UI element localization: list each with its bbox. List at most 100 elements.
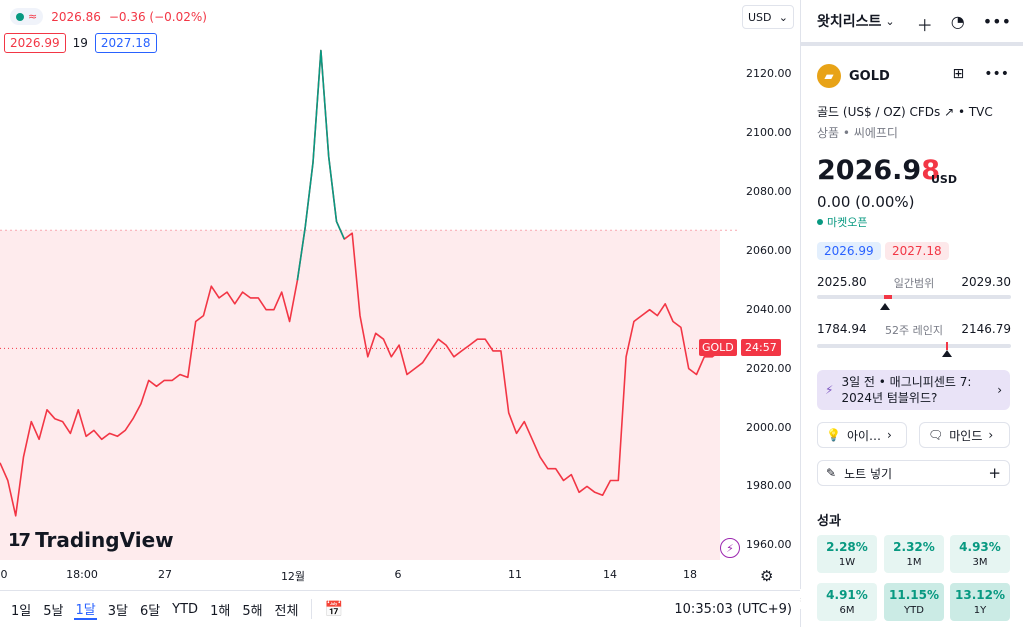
- legend-price: 2026.86: [51, 9, 101, 24]
- watchlist-title[interactable]: 왓치리스트: [817, 14, 882, 30]
- price-chart[interactable]: ≈ 2026.86 −0.36 (−0.02%) 2026.99 19 2027…: [0, 0, 800, 590]
- countdown-tag: 24:57: [741, 339, 781, 356]
- calendar-goto-icon[interactable]: 📅: [324, 600, 344, 618]
- price-tick-label: 2020.00: [746, 361, 792, 375]
- sell-price-button[interactable]: 2026.99: [4, 33, 66, 53]
- performance-value: 4.91%: [826, 588, 868, 602]
- performance-value: 4.93%: [959, 540, 1001, 554]
- last-price: 2026.98: [817, 155, 940, 186]
- price-series-line: [0, 49, 721, 517]
- performance-title: 성과: [817, 514, 841, 529]
- subcategory-text: 씨에프디: [853, 126, 898, 140]
- legend-change: −0.36 (−0.02%): [108, 9, 207, 24]
- week52-range-bar: [817, 342, 1011, 357]
- chevron-down-icon: ⌄: [778, 10, 788, 24]
- pie-chart-icon[interactable]: ◔: [950, 12, 965, 31]
- day-range-labels: 2025.80 일간범위 2029.30: [817, 275, 1011, 291]
- gear-icon[interactable]: ⚙: [760, 567, 774, 585]
- week52-marker-icon: [941, 350, 952, 357]
- currency-select[interactable]: USD ⌄: [742, 5, 794, 29]
- description-text[interactable]: 골드 (US$ / OZ) CFDs: [817, 105, 941, 119]
- time-tick-label: 27: [158, 568, 172, 581]
- range-6m[interactable]: 6달: [139, 603, 161, 619]
- tv-logo-icon: 17: [8, 529, 31, 551]
- grid-icon[interactable]: ⊞: [952, 66, 965, 82]
- category-text: 상품: [817, 126, 840, 140]
- day-range-bar: [817, 295, 1011, 310]
- watchlist-header: 왓치리스트 ⌄ ＋ ◔ •••: [801, 0, 1023, 46]
- more-icon[interactable]: •••: [984, 66, 1009, 82]
- performance-cell[interactable]: 2.32% 1M: [884, 535, 944, 573]
- wave-icon: ≈: [28, 10, 38, 23]
- time-zone-clock[interactable]: 10:35:03 (UTC+9): [674, 601, 792, 617]
- performance-value: 11.15%: [889, 588, 939, 602]
- time-tick-label: 0: [0, 568, 8, 581]
- week52-range-labels: 1784.94 52주 레인지 2146.79: [817, 322, 1011, 338]
- week52-low: 1784.94: [817, 322, 867, 336]
- ideas-label: 아이…: [846, 428, 882, 443]
- price-currency: USD: [931, 173, 957, 186]
- performance-cell[interactable]: 2.28% 1W: [817, 535, 877, 573]
- price-tick-label: 2040.00: [746, 302, 792, 316]
- price-series-above-line: [296, 49, 346, 281]
- tradingview-logo[interactable]: 17 TradingView: [8, 528, 174, 552]
- day-low: 2025.80: [817, 275, 867, 289]
- chat-icon: 🗨: [928, 428, 944, 442]
- chevron-down-icon[interactable]: ⌄: [885, 14, 895, 28]
- performance-period: 1Y: [973, 605, 987, 616]
- flash-icon[interactable]: ⚡: [720, 538, 740, 558]
- range-3m[interactable]: 3달: [107, 603, 128, 619]
- watchlist-actions: ＋ ◔ •••: [917, 12, 1011, 36]
- add-symbol-icon[interactable]: ＋: [916, 16, 933, 35]
- add-note-button[interactable]: ✎ 노트 넣기 +: [817, 460, 1010, 486]
- price-tick-label: 1960.00: [746, 538, 792, 552]
- performance-period: YTD: [904, 605, 924, 616]
- range-1y[interactable]: 1해: [210, 603, 231, 619]
- buy-price-button[interactable]: 2027.18: [94, 33, 157, 53]
- performance-cell[interactable]: 4.93% 3M: [950, 535, 1010, 573]
- news-item[interactable]: ⚡ 3일 전 • 매그니피센트 7: 2024년 텀블위드? ›: [817, 370, 1010, 410]
- range-1m[interactable]: 1달: [74, 599, 97, 620]
- ask-badge: 2027.18: [885, 242, 949, 260]
- time-tick-label: 14: [603, 568, 617, 581]
- day-high: 2029.30: [961, 275, 1011, 289]
- symbol-name[interactable]: GOLD: [849, 68, 890, 84]
- performance-cell[interactable]: 13.12% 1Y: [950, 583, 1010, 621]
- toolbar-divider: [311, 599, 313, 619]
- external-link-icon[interactable]: ↗: [944, 105, 955, 119]
- minds-button[interactable]: 🗨 마인드 ›: [919, 422, 1010, 448]
- spread-value: 19: [72, 36, 88, 50]
- bid-badge: 2026.99: [817, 242, 881, 260]
- range-5d[interactable]: 5날: [43, 603, 64, 619]
- live-indicator[interactable]: ≈: [10, 8, 44, 25]
- chart-legend: ≈ 2026.86 −0.36 (−0.02%): [10, 8, 207, 25]
- price-tick-label: 2100.00: [746, 126, 792, 140]
- time-tick-label: 11: [508, 568, 522, 581]
- chart-canvas[interactable]: [0, 0, 800, 590]
- day-range-fill: [883, 295, 892, 299]
- day-range-label: 일간범위: [893, 277, 935, 290]
- currency-label: USD: [748, 10, 772, 24]
- week52-range-label: 52주 레인지: [885, 324, 943, 337]
- price-main: 2026.9: [817, 155, 922, 186]
- price-tick-label: 2080.00: [746, 184, 792, 198]
- symbol-category: 상품 • 씨에프디: [817, 126, 898, 140]
- sidebar-divider[interactable]: [800, 0, 801, 627]
- performance-period: 1M: [906, 557, 922, 568]
- performance-cell[interactable]: 4.91% 6M: [817, 583, 877, 621]
- market-status: 마켓오픈: [817, 214, 867, 230]
- price-tick-label: 1980.00: [746, 479, 792, 493]
- range-5y[interactable]: 5해: [242, 603, 263, 619]
- more-icon[interactable]: •••: [982, 12, 1011, 31]
- range-all[interactable]: 전체: [274, 603, 299, 619]
- news-headline: 3일 전 • 매그니피센트 7: 2024년 텀블위드?: [841, 375, 972, 405]
- ideas-button[interactable]: 💡 아이… ›: [817, 422, 907, 448]
- performance-value: 2.28%: [826, 540, 868, 554]
- range-1d[interactable]: 1일: [11, 603, 32, 619]
- symbol-actions: ⊞ •••: [952, 66, 1009, 82]
- time-tick-label: 12월: [280, 570, 306, 583]
- pencil-icon: ✎: [826, 466, 837, 480]
- performance-cell[interactable]: 11.15% YTD: [884, 583, 944, 621]
- range-ytd[interactable]: YTD: [172, 601, 199, 617]
